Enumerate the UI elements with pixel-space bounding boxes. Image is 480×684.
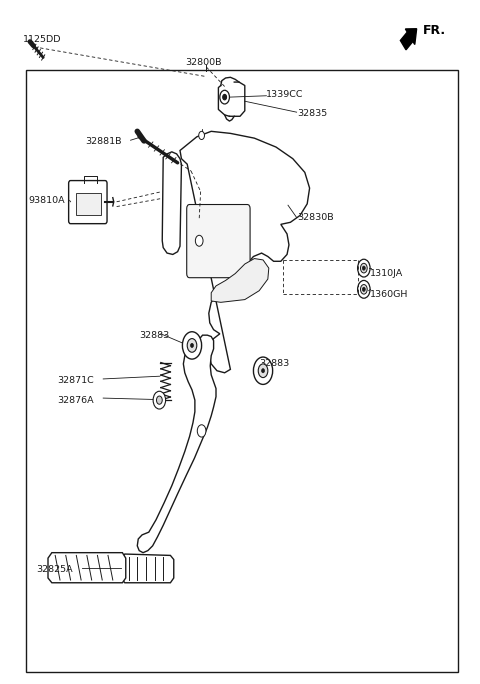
Circle shape	[253, 357, 273, 384]
Text: 1339CC: 1339CC	[266, 90, 304, 99]
Circle shape	[220, 90, 229, 104]
Circle shape	[191, 343, 193, 347]
Text: 1125DD: 1125DD	[23, 35, 61, 44]
Text: 93810A: 93810A	[29, 196, 65, 205]
Text: 32825A: 32825A	[36, 564, 72, 574]
Circle shape	[362, 287, 365, 291]
FancyBboxPatch shape	[69, 181, 107, 224]
Text: 32830B: 32830B	[298, 213, 334, 222]
Circle shape	[360, 263, 367, 273]
Bar	[26, 70, 458, 672]
Circle shape	[262, 369, 264, 373]
Text: 1310JA: 1310JA	[370, 269, 403, 278]
Circle shape	[153, 391, 166, 409]
Polygon shape	[137, 335, 216, 553]
Text: 32800B: 32800B	[185, 58, 221, 68]
FancyBboxPatch shape	[76, 193, 101, 215]
Circle shape	[223, 94, 227, 100]
Polygon shape	[48, 553, 126, 583]
Circle shape	[358, 280, 370, 298]
Text: 32835: 32835	[298, 109, 328, 118]
Circle shape	[156, 396, 162, 404]
Circle shape	[362, 266, 365, 270]
Text: 32883: 32883	[139, 330, 169, 340]
FancyArrow shape	[400, 29, 417, 50]
Circle shape	[199, 131, 204, 140]
Circle shape	[187, 339, 197, 352]
Polygon shape	[211, 259, 269, 302]
Text: 32881B: 32881B	[85, 137, 122, 146]
Text: 1360GH: 1360GH	[370, 289, 408, 299]
Circle shape	[258, 364, 268, 378]
Circle shape	[360, 285, 367, 294]
Polygon shape	[121, 554, 174, 583]
Text: FR.: FR.	[422, 23, 445, 37]
Circle shape	[358, 259, 370, 277]
Polygon shape	[162, 152, 181, 254]
Text: 32883: 32883	[259, 359, 289, 369]
Polygon shape	[180, 131, 310, 373]
Text: 32871C: 32871C	[58, 376, 95, 385]
Circle shape	[195, 235, 203, 246]
Circle shape	[182, 332, 202, 359]
Circle shape	[197, 425, 206, 437]
FancyBboxPatch shape	[187, 205, 250, 278]
Text: 32876A: 32876A	[58, 395, 94, 405]
